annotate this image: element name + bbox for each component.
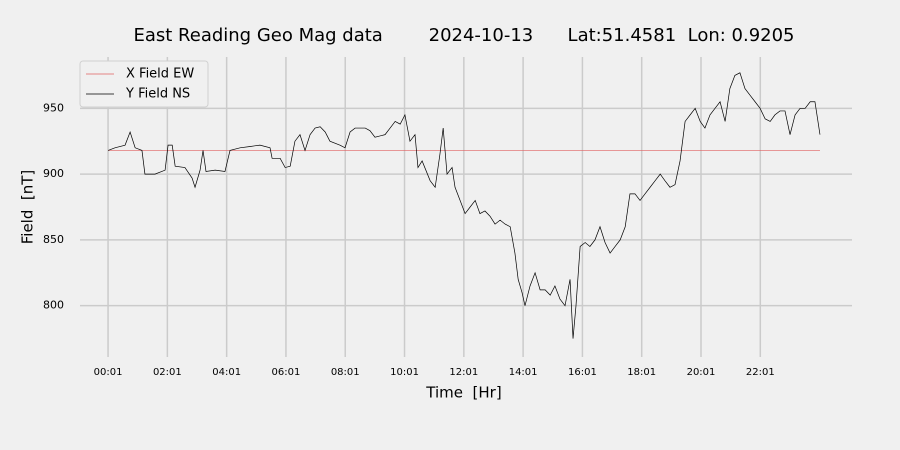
- x-tick-label: 22:01: [746, 367, 775, 378]
- x-tick-label: 08:01: [331, 367, 360, 378]
- x-tick-label: 12:01: [449, 367, 478, 378]
- y-tick-label: 900: [43, 167, 64, 180]
- y-tick-label: 950: [43, 101, 64, 114]
- x-tick-label: 06:01: [272, 367, 301, 378]
- legend-label: Y Field NS: [125, 87, 190, 102]
- x-tick-label: 14:01: [509, 367, 538, 378]
- x-axis-label: Time [Hr]: [425, 384, 501, 402]
- y-tick-label: 800: [43, 299, 64, 312]
- chart-title: East Reading Geo Mag data 2024-10-13 Lat…: [133, 25, 794, 46]
- x-tick-label: 20:01: [687, 367, 716, 378]
- y-tick-label: 850: [43, 233, 64, 246]
- legend-label: X Field EW: [126, 67, 194, 82]
- x-tick-label: 18:01: [627, 367, 656, 378]
- data-line: [108, 72, 821, 339]
- legend-box: [79, 60, 209, 108]
- x-tick-label: 16:01: [568, 367, 597, 378]
- legend: X Field EW Y Field NS: [79, 60, 209, 108]
- x-tick-label: 04:01: [212, 367, 241, 378]
- x-tick-label: 02:01: [153, 367, 182, 378]
- x-tick-label: 10:01: [390, 367, 419, 378]
- x-tick-label: 00:01: [94, 367, 123, 378]
- y-axis-label: Field [nT]: [19, 170, 37, 245]
